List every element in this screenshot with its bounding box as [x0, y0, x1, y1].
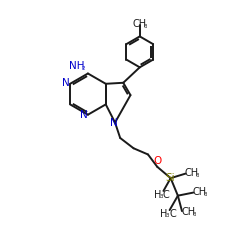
Text: CH: CH: [132, 19, 146, 29]
Text: O: O: [154, 156, 162, 166]
Text: NH: NH: [69, 61, 84, 71]
Text: H: H: [160, 209, 167, 219]
Text: C: C: [162, 190, 169, 200]
Text: H: H: [154, 190, 161, 200]
Text: N: N: [110, 118, 118, 128]
Text: CH: CH: [181, 207, 195, 217]
Text: $_3$: $_3$: [159, 192, 164, 200]
Text: $_3$: $_3$: [192, 210, 197, 219]
Text: $_3$: $_3$: [166, 211, 170, 220]
Text: CH: CH: [192, 187, 206, 197]
Text: $_3$: $_3$: [203, 190, 208, 199]
Text: N: N: [62, 78, 70, 88]
Text: $_3$: $_3$: [195, 171, 200, 180]
Text: $_3$: $_3$: [143, 22, 148, 31]
Text: CH: CH: [184, 168, 199, 178]
Text: N: N: [80, 110, 87, 120]
Text: C: C: [169, 209, 176, 219]
Text: Si: Si: [166, 173, 175, 183]
Text: $_2$: $_2$: [81, 64, 86, 74]
